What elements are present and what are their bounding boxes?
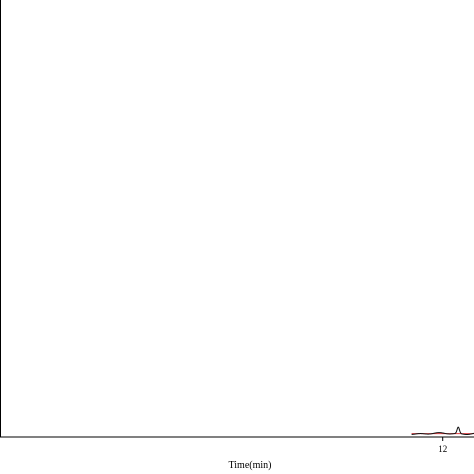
x-axis-title: Time(min) [229, 460, 272, 471]
trace-layer [411, 426, 474, 435]
x-ticks: 121314151617181920212223 [438, 437, 447, 454]
signal-trace [411, 426, 474, 435]
axes-layer [0, 0, 474, 438]
x-tick-label: 12 [438, 444, 447, 454]
